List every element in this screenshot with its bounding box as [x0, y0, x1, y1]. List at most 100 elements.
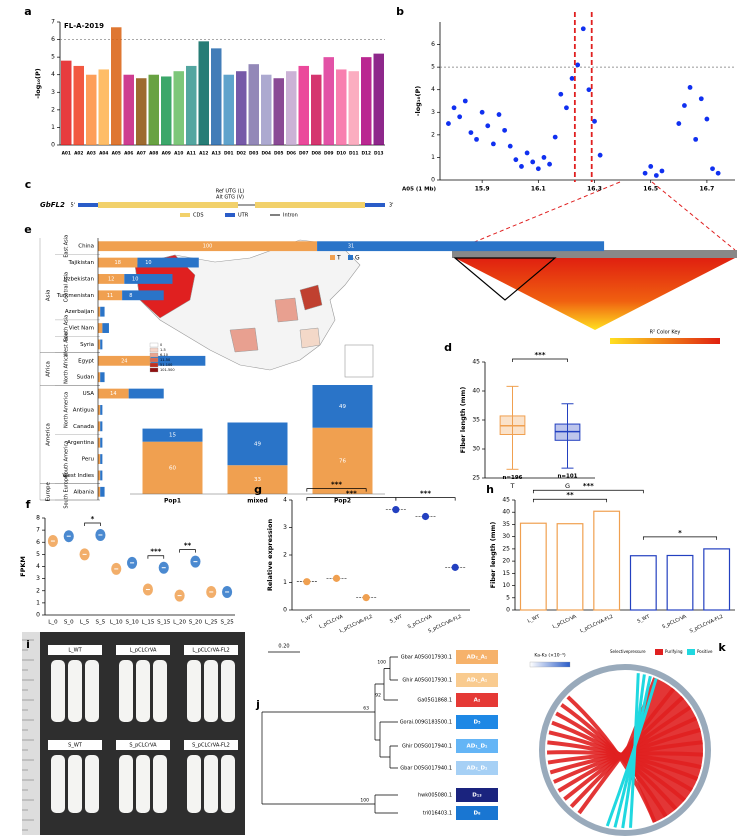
sample-label: L_WT	[68, 648, 82, 654]
y-tick-label: 1	[36, 599, 40, 606]
y-tick-label: 15	[502, 570, 510, 577]
bar-segment	[142, 441, 203, 494]
fiber-tuft	[221, 660, 235, 722]
genome-label: AD₁_D₁	[467, 744, 489, 750]
significance-label: *	[91, 515, 95, 523]
y-tick-label: 10	[502, 582, 510, 589]
y-tick-label: 40	[472, 388, 480, 395]
x-tick-label: D03	[249, 151, 259, 157]
x-tick-label: S_20	[189, 620, 203, 626]
n-label: n=101	[557, 474, 577, 480]
leaf-label: Ghir A05G017930.1	[402, 678, 452, 684]
bar-segment	[98, 470, 101, 481]
map-legend-swatch	[149, 362, 159, 368]
chromosome-peak	[198, 41, 209, 146]
x-tick-label: D02	[236, 151, 246, 157]
x-tick-label: mixed	[247, 498, 268, 505]
x-tick-label: S_pCLCrVA-FL2	[689, 614, 724, 635]
country-label: Syria	[80, 342, 94, 348]
chromosome-peak	[286, 71, 297, 145]
fiber-tuft	[68, 660, 82, 722]
snp-point	[715, 170, 721, 176]
significance-label: ***	[331, 481, 342, 489]
dot	[421, 512, 430, 521]
x-tick-label: S_0	[64, 620, 74, 626]
y-tick-label: 1	[283, 579, 287, 586]
y-tick-label: 4	[431, 86, 435, 93]
value-label: 15	[169, 433, 176, 439]
bar-segment	[100, 372, 105, 383]
x-tick-label: A06	[124, 151, 133, 157]
bar	[556, 523, 584, 611]
x-tick-label: S_WT	[389, 614, 403, 625]
x-tick-label: L_25	[205, 620, 218, 626]
strand-label: 3'	[389, 203, 394, 209]
leaf-label: Gorai.009G183500.1	[400, 720, 452, 726]
genome-label: AD₁_A₁	[467, 678, 488, 684]
value-label: 14	[110, 391, 116, 397]
bootstrap-label: 100	[360, 798, 369, 804]
x-tick-label: S_25	[220, 620, 234, 626]
y-tick-label: 45	[472, 359, 480, 366]
chromosome-peak	[186, 65, 197, 145]
chromosome-peak	[298, 65, 309, 145]
leaf-label: Ghir D05G017940.1	[402, 744, 452, 750]
panel-letter: a	[24, 5, 31, 18]
x-tick-label: T	[510, 482, 515, 490]
chord	[566, 695, 657, 823]
snp-point	[575, 62, 581, 68]
snp-point	[530, 159, 536, 165]
chromosome-peak	[98, 69, 109, 145]
leaf-label: Gbar D05G017940.1	[400, 766, 452, 772]
y-tick-label: 2	[36, 587, 40, 594]
legend-swatch	[225, 213, 235, 217]
value-label: 18	[115, 260, 121, 266]
chromosome-peak	[236, 71, 247, 145]
value-label: 49	[254, 441, 261, 447]
bootstrap-label: 92	[375, 693, 381, 699]
bar	[629, 555, 657, 611]
x-tick-label: D09	[324, 151, 334, 157]
y-tick-label: 5	[506, 594, 510, 601]
region-label: South Asia	[64, 315, 70, 342]
bar-segment	[98, 290, 123, 301]
country-label: Turkmenistan	[56, 293, 95, 299]
label-card	[116, 645, 170, 655]
snp-point	[490, 141, 496, 147]
x-tick-label: L_0	[48, 620, 58, 626]
map-legend-label: 1-5	[160, 348, 166, 352]
x-tick-label: D11	[349, 151, 359, 157]
x-tick-label: D04	[261, 151, 271, 157]
y-tick-label: 1	[51, 124, 55, 131]
y-tick-label: 4	[283, 497, 287, 504]
cds	[98, 202, 238, 208]
y-axis-label: FPKM	[19, 556, 27, 577]
genome-label: AD₂_A₁	[467, 655, 488, 661]
snp-point	[524, 150, 530, 156]
map-legend-label: 101-500	[160, 368, 175, 372]
significance-bracket	[532, 489, 644, 494]
chromosome-peak	[73, 65, 84, 145]
chromosome-peak	[211, 48, 222, 145]
chromosome-peak	[311, 74, 322, 145]
chromosome-peak	[86, 74, 97, 145]
n-label: n=196	[502, 475, 522, 481]
bar-segment	[128, 388, 164, 399]
legend-swatch	[180, 213, 190, 217]
bar-segment	[98, 355, 151, 366]
significance-label: **	[184, 542, 192, 550]
country-label: Albania	[73, 489, 94, 495]
snp-point	[698, 96, 704, 102]
x-tick-label: L_WT	[527, 614, 541, 625]
x-tick-label: A13	[212, 151, 221, 157]
map-legend-label: 6-10	[160, 353, 168, 357]
x-tick-label: S_pCLCrVA	[407, 613, 434, 630]
x-tick-label: S_pCLCrVA-FL2	[427, 614, 462, 635]
x-tick-label: L_WT	[300, 614, 314, 625]
snp-point	[659, 168, 665, 174]
bar-segment	[98, 241, 318, 252]
significance-label: **	[566, 491, 574, 499]
genome-box	[456, 788, 498, 802]
legend-swatch	[687, 649, 695, 655]
country-label: Sudan	[77, 375, 95, 381]
